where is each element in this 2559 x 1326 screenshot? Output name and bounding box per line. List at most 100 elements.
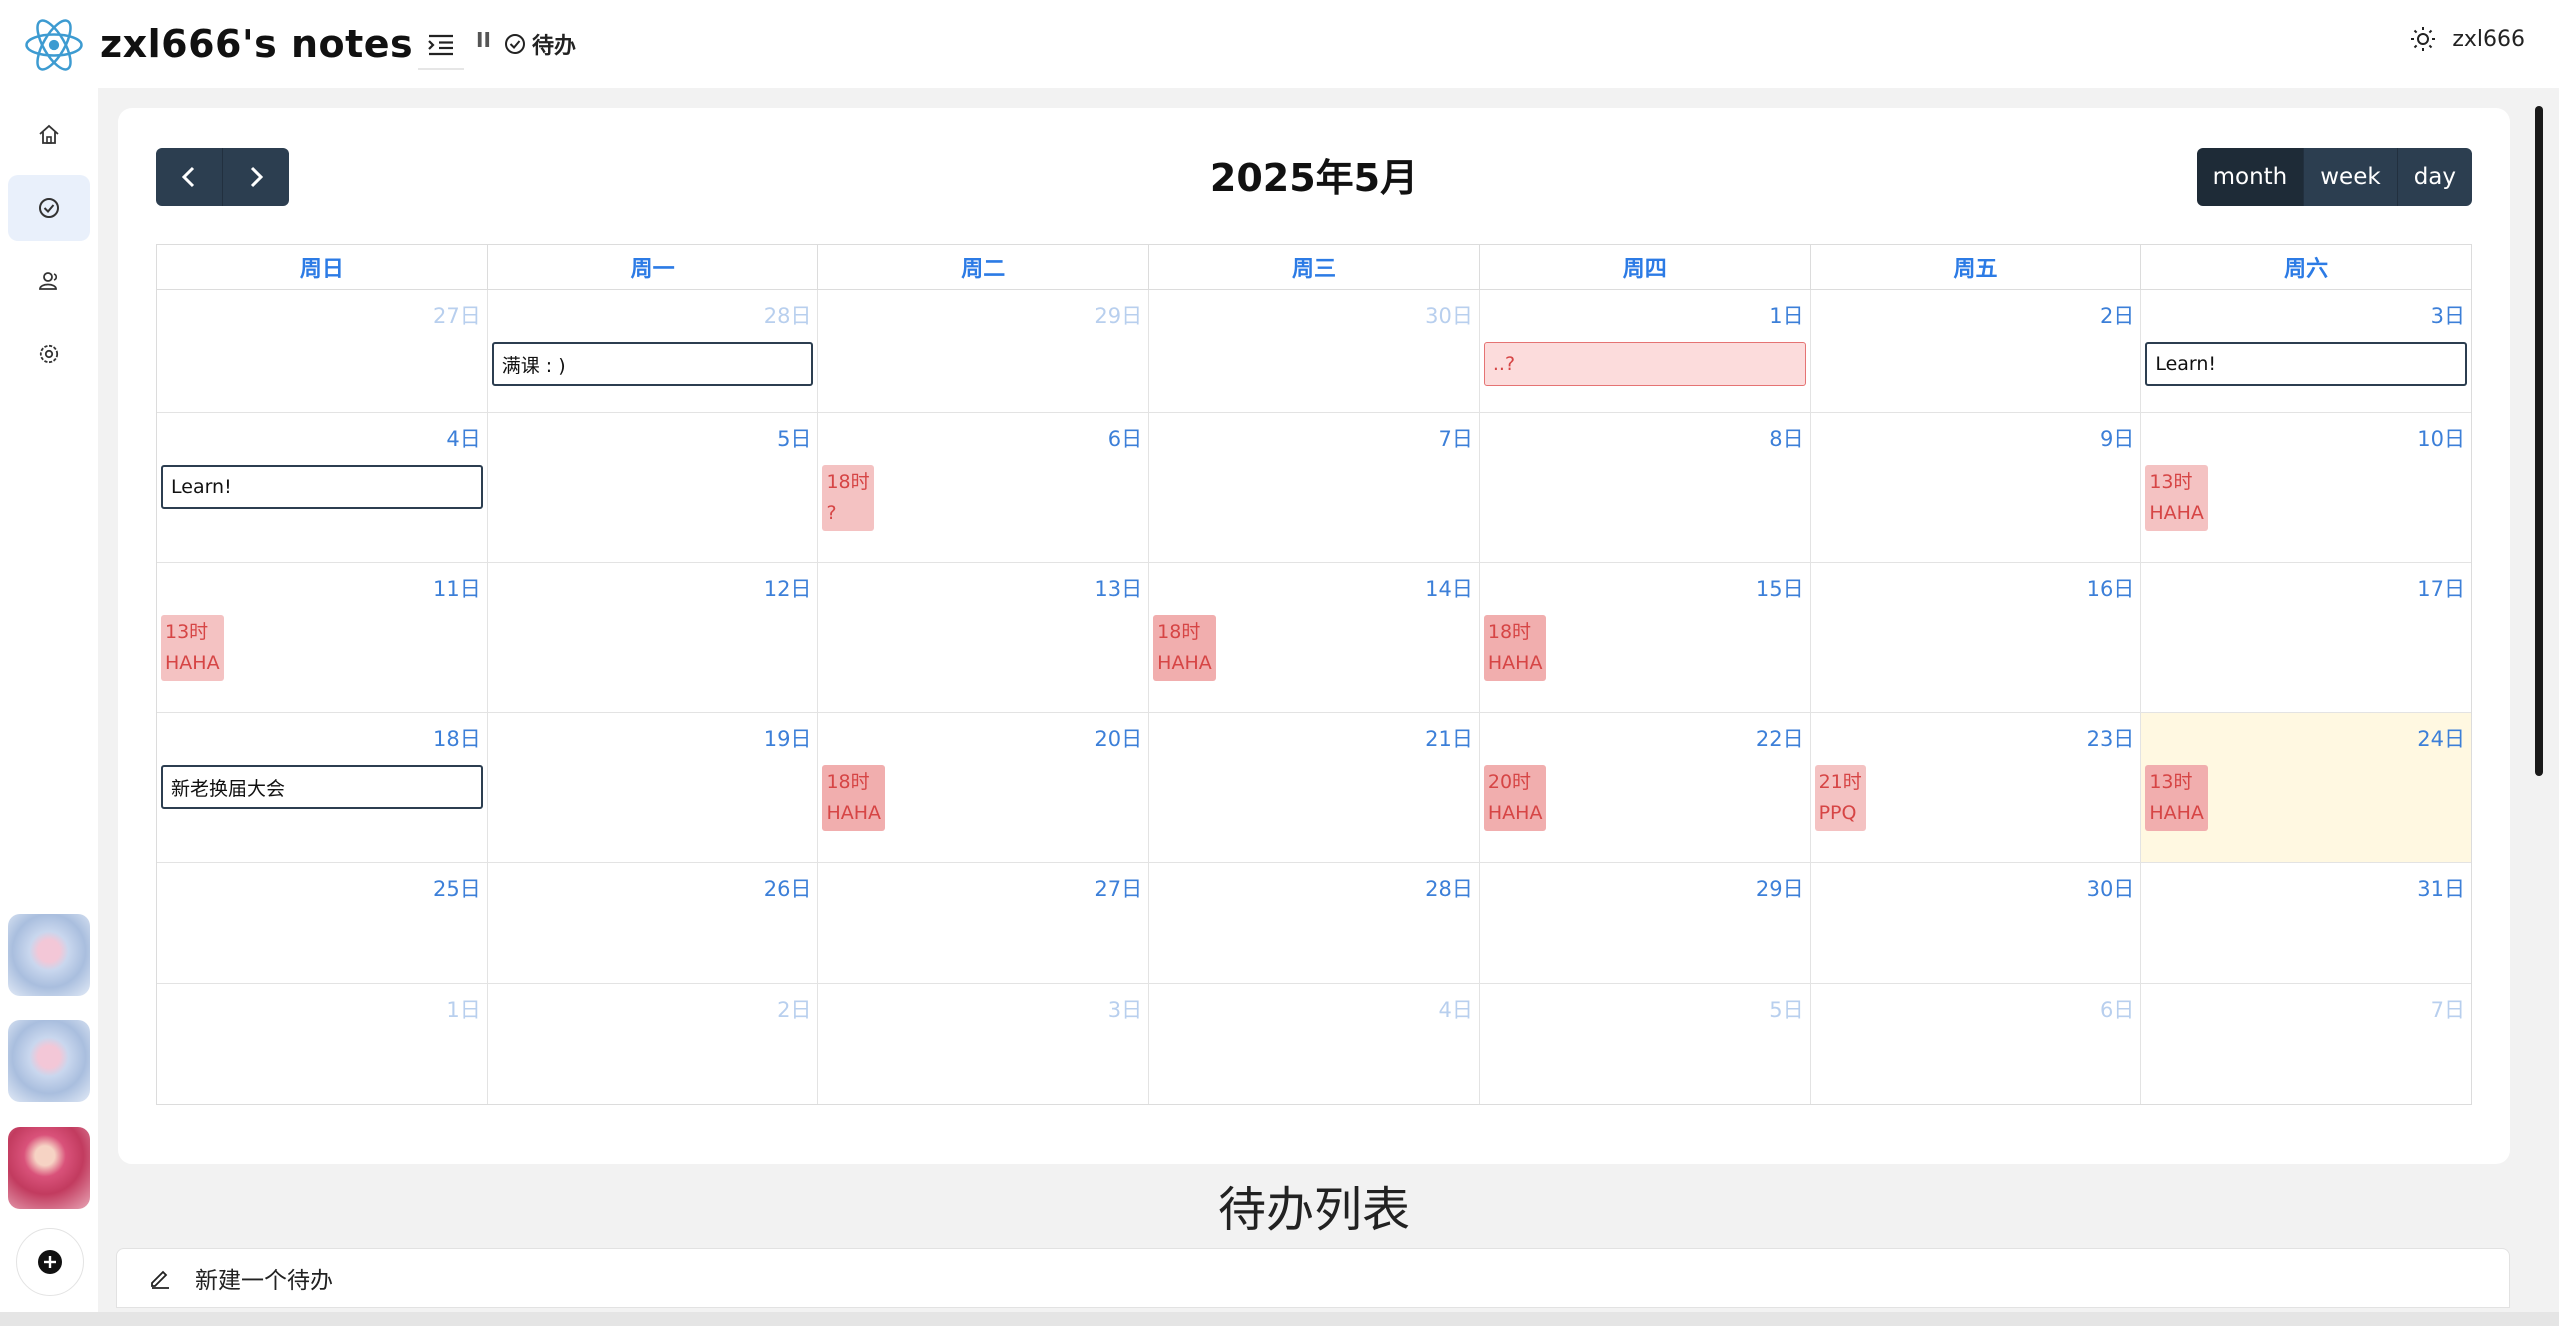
timed-event[interactable]: 13时 HAHA bbox=[2145, 465, 2208, 531]
calendar-day-cell[interactable]: 27日 bbox=[157, 290, 488, 412]
sidebar-item-users[interactable] bbox=[8, 248, 90, 314]
day-number[interactable]: 27日 bbox=[432, 304, 481, 328]
calendar-day-cell[interactable]: 5日 bbox=[1480, 984, 1811, 1104]
day-number[interactable]: 1日 bbox=[1769, 304, 1804, 328]
allday-event[interactable]: Learn! bbox=[2145, 342, 2468, 386]
new-todo-input[interactable]: 新建一个待办 bbox=[116, 1248, 2510, 1308]
day-number[interactable]: 25日 bbox=[432, 877, 481, 901]
calendar-day-cell[interactable]: 4日 bbox=[1149, 984, 1480, 1104]
calendar-day-cell[interactable]: 28日满课 : ) bbox=[488, 290, 819, 412]
day-number[interactable]: 16日 bbox=[2086, 577, 2135, 601]
calendar-day-cell[interactable]: 3日 Learn! bbox=[2141, 290, 2471, 412]
day-number[interactable]: 26日 bbox=[763, 877, 812, 901]
calendar-day-cell[interactable]: 18日 新老换届大会 bbox=[157, 713, 488, 862]
username[interactable]: zxl666 bbox=[2452, 26, 2525, 52]
calendar-day-cell[interactable]: 22日 20时 HAHA bbox=[1480, 713, 1811, 862]
calendar-day-cell[interactable]: 17日 bbox=[2141, 563, 2471, 712]
day-number[interactable]: 29日 bbox=[1755, 877, 1804, 901]
day-number[interactable]: 12日 bbox=[763, 577, 812, 601]
calendar-day-cell[interactable]: 5日 bbox=[488, 413, 819, 562]
day-number[interactable]: 30日 bbox=[2086, 877, 2135, 901]
timed-event[interactable]: 18时? bbox=[822, 465, 874, 531]
calendar-day-cell[interactable]: 13日 bbox=[818, 563, 1150, 712]
calendar-day-cell[interactable]: 14日 18时 HAHA bbox=[1149, 563, 1480, 712]
day-number[interactable]: 23日 bbox=[2086, 727, 2135, 751]
calendar-day-cell[interactable]: 2日 bbox=[488, 984, 819, 1104]
calendar-day-cell[interactable]: 29日 bbox=[1480, 863, 1811, 983]
day-number[interactable]: 19日 bbox=[763, 727, 812, 751]
day-number[interactable]: 2日 bbox=[777, 998, 812, 1022]
day-number[interactable]: 6日 bbox=[2099, 998, 2135, 1022]
calendar-day-cell[interactable]: 31日 bbox=[2141, 863, 2471, 983]
day-number[interactable]: 18日 bbox=[432, 727, 481, 751]
timed-event[interactable]: 13时 HAHA bbox=[2145, 765, 2208, 831]
calendar-day-cell[interactable]: 6日 18时? bbox=[818, 413, 1150, 562]
sun-icon[interactable] bbox=[2410, 26, 2436, 52]
breadcrumb-current[interactable]: 待办 bbox=[504, 28, 576, 60]
day-number[interactable]: 28日 bbox=[763, 304, 812, 328]
day-number[interactable]: 4日 bbox=[446, 427, 481, 451]
calendar-day-cell[interactable]: 10日 13时 HAHA bbox=[2141, 413, 2471, 562]
avatar-1[interactable] bbox=[8, 914, 90, 996]
timed-event[interactable]: 20时 HAHA bbox=[1483, 765, 1547, 831]
allday-event[interactable]: Learn! bbox=[161, 465, 483, 509]
calendar-day-cell[interactable]: 26日 bbox=[488, 863, 819, 983]
calendar-day-cell[interactable]: 4日 Learn! bbox=[157, 413, 488, 562]
calendar-day-cell[interactable]: 9日 bbox=[1811, 413, 2142, 562]
day-number[interactable]: 21日 bbox=[1425, 727, 1473, 751]
allday-event[interactable]: 满课 : ) bbox=[491, 342, 814, 386]
calendar-day-cell[interactable]: 25日 bbox=[157, 863, 488, 983]
timed-event[interactable]: 21时 PPQ bbox=[1814, 765, 1866, 831]
prev-month-button[interactable] bbox=[156, 148, 223, 206]
calendar-day-cell[interactable]: 27日 bbox=[818, 863, 1150, 983]
calendar-day-cell[interactable]: 30日 bbox=[1811, 863, 2142, 983]
page-scrollbar[interactable] bbox=[2535, 106, 2543, 776]
day-number[interactable]: 5日 bbox=[777, 427, 812, 451]
day-number[interactable]: 5日 bbox=[1769, 998, 1804, 1022]
day-number[interactable]: 30日 bbox=[1425, 304, 1473, 328]
calendar-day-cell[interactable]: 1日..? bbox=[1480, 290, 1811, 412]
day-number[interactable]: 8日 bbox=[1769, 427, 1804, 451]
calendar-day-cell[interactable]: 15日 18时 HAHA bbox=[1480, 563, 1811, 712]
day-number[interactable]: 31日 bbox=[2417, 877, 2466, 901]
calendar-day-cell[interactable]: 29日 bbox=[818, 290, 1150, 412]
day-number[interactable]: 4日 bbox=[1438, 998, 1473, 1022]
avatar-3[interactable] bbox=[8, 1127, 90, 1209]
day-number[interactable]: 2日 bbox=[2099, 304, 2135, 328]
sidebar-item-home[interactable] bbox=[8, 102, 90, 168]
day-number[interactable]: 7日 bbox=[1438, 427, 1473, 451]
day-number[interactable]: 14日 bbox=[1425, 577, 1473, 601]
day-number[interactable]: 20日 bbox=[1094, 727, 1143, 751]
day-number[interactable]: 29日 bbox=[1094, 304, 1143, 328]
sidebar-item-todo[interactable] bbox=[8, 175, 90, 241]
day-number[interactable]: 24日 bbox=[2417, 727, 2466, 751]
calendar-day-cell[interactable]: 11日 13时 HAHA bbox=[157, 563, 488, 712]
avatar-2[interactable] bbox=[8, 1020, 90, 1102]
calendar-day-cell[interactable]: 12日 bbox=[488, 563, 819, 712]
calendar-day-cell[interactable]: 20日 18时 HAHA bbox=[818, 713, 1150, 862]
calendar-day-cell[interactable]: 16日 bbox=[1811, 563, 2142, 712]
day-number[interactable]: 13日 bbox=[1094, 577, 1143, 601]
sidebar-item-settings[interactable] bbox=[8, 321, 90, 387]
calendar-day-cell[interactable]: 21日 bbox=[1149, 713, 1480, 862]
day-number[interactable]: 6日 bbox=[1107, 427, 1143, 451]
calendar-day-cell[interactable]: 1日 bbox=[157, 984, 488, 1104]
calendar-day-cell[interactable]: 3日 bbox=[818, 984, 1150, 1104]
calendar-day-cell[interactable]: 8日 bbox=[1480, 413, 1811, 562]
timed-event[interactable]: 18时 HAHA bbox=[1153, 615, 1216, 681]
day-number[interactable]: 15日 bbox=[1755, 577, 1804, 601]
timed-event[interactable]: 13时 HAHA bbox=[161, 615, 224, 681]
allday-event[interactable]: ..? bbox=[1483, 342, 1806, 386]
view-day-button[interactable]: day bbox=[2397, 148, 2472, 206]
calendar-day-cell[interactable]: 2日 bbox=[1811, 290, 2142, 412]
calendar-day-cell[interactable]: 7日 bbox=[1149, 413, 1480, 562]
calendar-day-cell[interactable]: 19日 bbox=[488, 713, 819, 862]
sidebar-toggle-button[interactable] bbox=[418, 22, 464, 70]
timed-event[interactable]: 18时 HAHA bbox=[1483, 615, 1547, 681]
day-number[interactable]: 1日 bbox=[446, 998, 481, 1022]
calendar-day-cell[interactable]: 7日 bbox=[2141, 984, 2471, 1104]
view-month-button[interactable]: month bbox=[2196, 148, 2305, 206]
day-number[interactable]: 17日 bbox=[2417, 577, 2466, 601]
calendar-day-cell-today[interactable]: 24日 13时 HAHA bbox=[2141, 713, 2472, 862]
day-number[interactable]: 9日 bbox=[2099, 427, 2135, 451]
